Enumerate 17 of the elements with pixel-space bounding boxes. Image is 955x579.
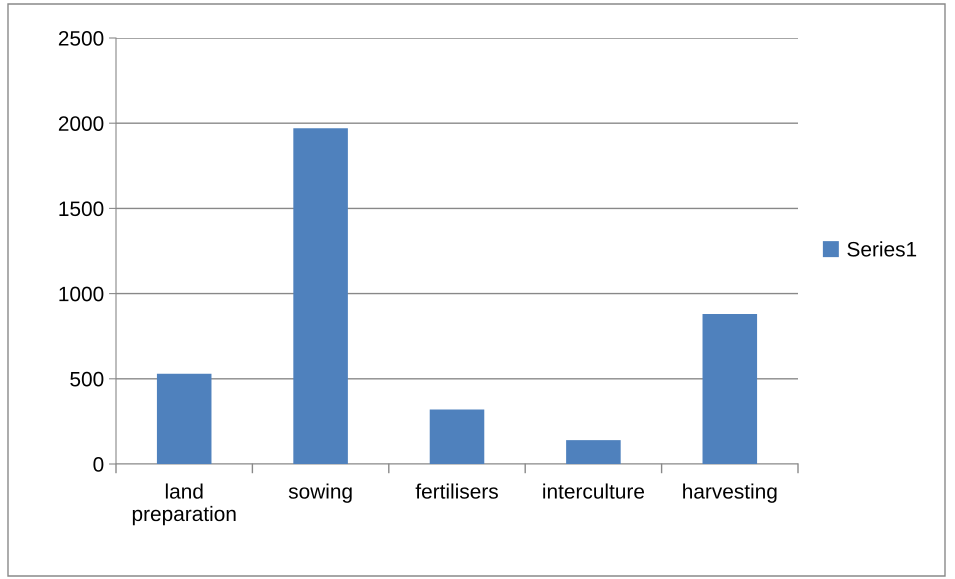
bar [566, 440, 621, 464]
x-tick-label: sowing [288, 483, 352, 503]
legend-label: Series1 [847, 241, 916, 257]
y-tick-label: 2500 [58, 31, 104, 46]
bar [293, 128, 348, 464]
y-tick-label: 0 [93, 457, 104, 472]
bar [702, 314, 758, 464]
x-tick-label: harvesting [683, 483, 777, 503]
y-tick-label: 500 [70, 372, 104, 387]
x-tick-label: fertilisers [416, 483, 498, 499]
x-tick-label: interculture [543, 483, 644, 499]
bar [156, 374, 212, 464]
y-tick-label: 1500 [59, 201, 104, 216]
y-tick-label: 2000 [58, 116, 104, 131]
y-tick-label: 1000 [59, 286, 104, 302]
bar [430, 409, 484, 464]
x-tick-label: land preparation [132, 483, 236, 526]
